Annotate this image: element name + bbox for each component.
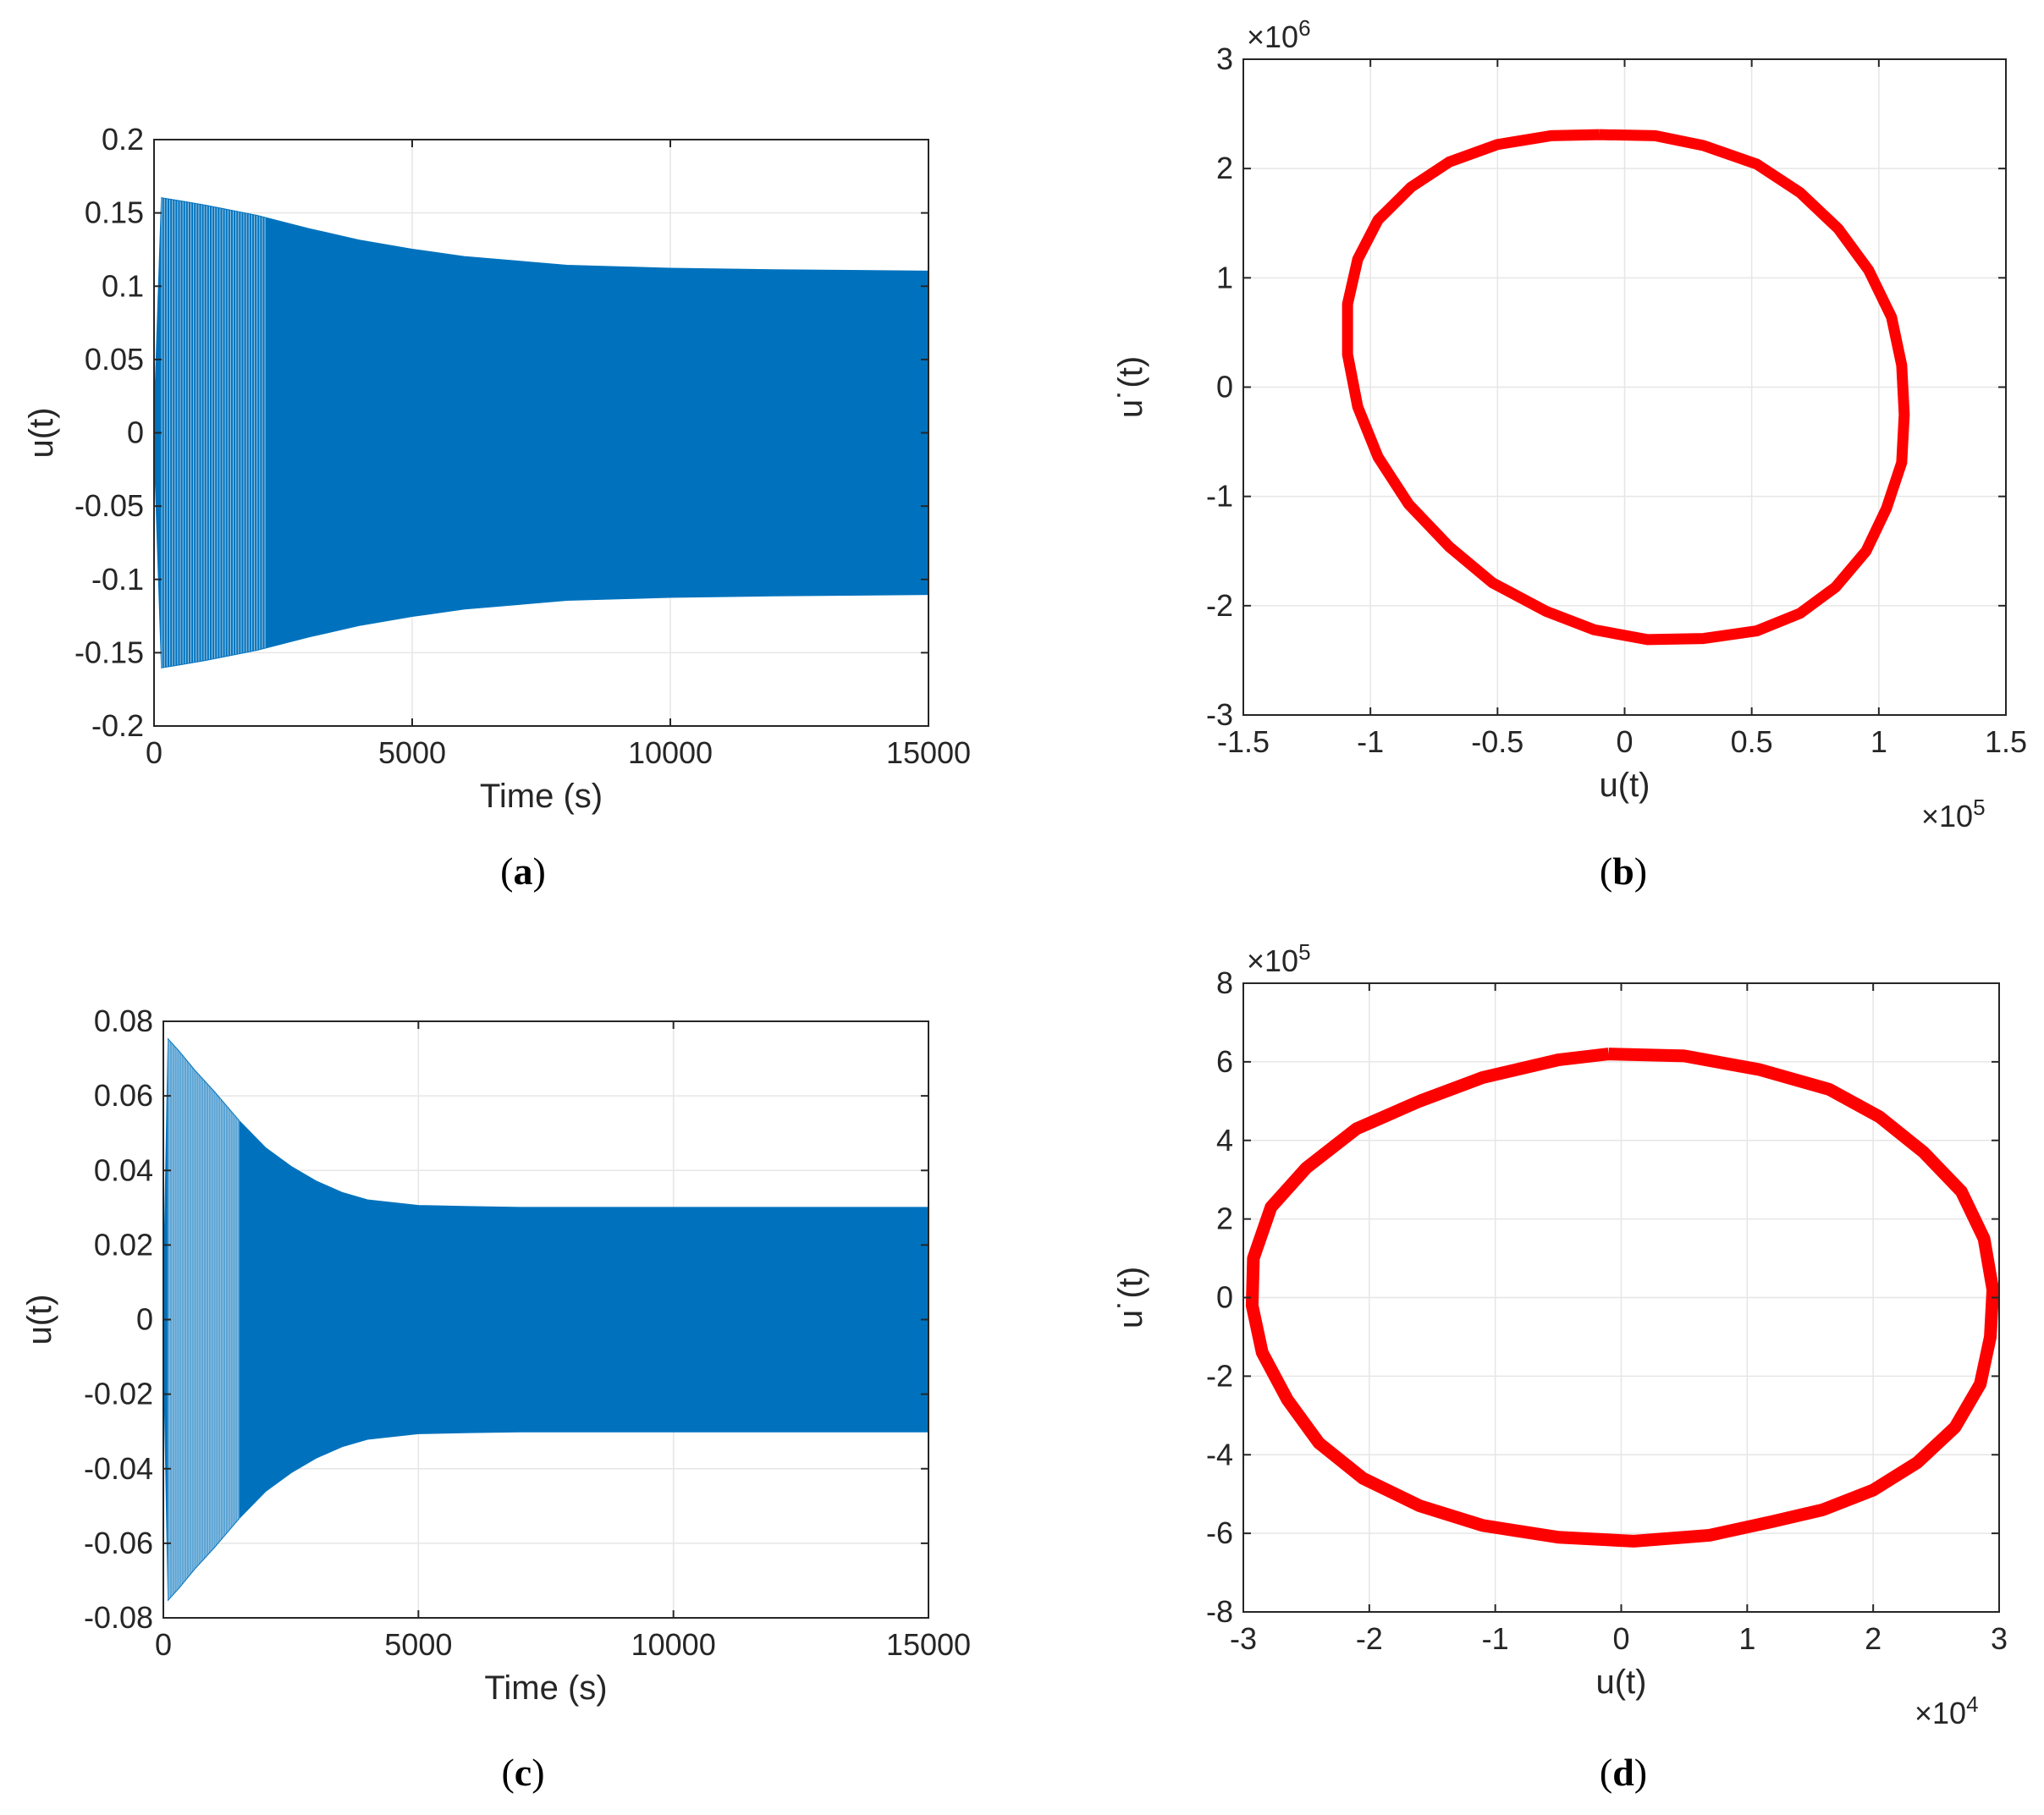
y-exponent-power: 5 — [1298, 939, 1310, 965]
x-tick-label: -2 — [1356, 1621, 1383, 1656]
y-tick-label: 0 — [1216, 1280, 1233, 1315]
x-tick-label: 0.5 — [1731, 724, 1773, 759]
y-tick-label: 0.2 — [102, 122, 144, 157]
y-tick-label: -0.2 — [91, 708, 144, 743]
y-tick-label: -2 — [1206, 1358, 1233, 1393]
panel-d: -3 -2 -1 0 1 2 3 8 6 4 2 0 -2 -4 -6 -8 u(t) u˙(t) ×105 ×104… — [1112, 939, 2008, 1794]
x-axis-label: Time (s) — [480, 778, 603, 815]
x-tick-label: -1 — [1357, 724, 1384, 759]
series-phase-orbit — [1245, 1048, 2000, 1548]
x-tick-label: 5000 — [384, 1627, 452, 1662]
x-tick-label: 1 — [1870, 724, 1887, 759]
x-axis-label: Time (s) — [484, 1669, 607, 1707]
y-tick-label: -0.04 — [84, 1451, 153, 1486]
panel-label-open: ( — [500, 850, 513, 893]
y-tick-label: -8 — [1206, 1594, 1233, 1629]
series-phase-orbit — [1342, 129, 1910, 646]
panel-c: 0 5000 10000 15000 0.08 0.06 0.04 0.02 0 -0.02 -0.… — [21, 1004, 971, 1794]
x-tick-label: 15000 — [886, 735, 971, 770]
x-tick-label: 5000 — [378, 735, 446, 770]
y-axis-label: u˙(t) — [1112, 1267, 1149, 1328]
x-exponent-label: ×105 — [1921, 795, 1986, 833]
y-tick-label: -0.05 — [74, 488, 144, 523]
y-tick-label: 0.02 — [94, 1227, 153, 1262]
panel-label-letter: d — [1612, 1751, 1634, 1794]
y-tick-label: 1 — [1216, 260, 1233, 294]
panel-label: (a) — [500, 850, 546, 893]
x-tick-label: 1.5 — [1985, 724, 2027, 759]
y-tick-label: -0.15 — [74, 635, 144, 669]
y-exponent-label: ×106 — [1247, 15, 1311, 54]
panel-label-open: ( — [1600, 850, 1612, 893]
x-tick-label: 0 — [146, 735, 163, 770]
panel-label: (b) — [1600, 850, 1647, 893]
panel-label-letter: a — [514, 850, 533, 893]
y-axis-label: u(t) — [21, 1295, 58, 1345]
y-tick-label: 0.06 — [94, 1078, 153, 1113]
x-exponent-power: 4 — [1966, 1691, 1978, 1717]
x-exponent-label: ×104 — [1915, 1691, 1979, 1730]
panel-label: (c) — [501, 1751, 544, 1794]
x-tick-label: 10000 — [628, 735, 713, 770]
x-tick-label: 10000 — [631, 1627, 716, 1662]
x-tick-label: -1.5 — [1217, 724, 1270, 759]
y-tick-label: 0.08 — [94, 1004, 153, 1038]
y-tick-label: 6 — [1216, 1044, 1233, 1079]
y-tick-label: 8 — [1216, 965, 1233, 1000]
x-tick-label: -3 — [1230, 1621, 1257, 1656]
y-tick-label: -0.08 — [84, 1600, 153, 1635]
x-tick-label: 0 — [1616, 724, 1633, 759]
y-exponent-power: 6 — [1298, 15, 1310, 41]
y-tick-label: 0 — [1216, 370, 1233, 404]
y-tick-label: 0.05 — [85, 342, 144, 377]
y-tick-label: 2 — [1216, 151, 1233, 185]
panel-label-close: ) — [533, 850, 546, 893]
y-tick-label: -0.06 — [84, 1526, 153, 1560]
y-axis-label: u(t) — [23, 408, 60, 459]
panel-label: (d) — [1600, 1751, 1647, 1794]
x-tick-label: 2 — [1865, 1621, 1881, 1656]
y-tick-label: 4 — [1216, 1123, 1233, 1158]
panel-label-open: ( — [1600, 1751, 1612, 1794]
x-tick-label: 3 — [1991, 1621, 2008, 1656]
panel-label-letter: b — [1612, 850, 1634, 893]
x-tick-label: -1 — [1482, 1621, 1509, 1656]
x-axis-label: u(t) — [1596, 1664, 1647, 1701]
x-tick-label: -0.5 — [1471, 724, 1523, 759]
x-tick-label: 0 — [1612, 1621, 1629, 1656]
y-tick-label: -2 — [1206, 588, 1233, 623]
panel-b: -1.5 -1 -0.5 0 0.5 1 1.5 3 2 1 0 -1 -2 -3 u(t) u˙(t) ×10… — [1112, 15, 2027, 893]
panel-a: 0 5000 10000 15000 0.2 0.15 0.1 0.05 0 -0.05 -0.1 -… — [23, 122, 971, 893]
y-tick-label: -4 — [1206, 1437, 1233, 1471]
y-tick-label: 3 — [1216, 41, 1233, 76]
y-tick-label: 0 — [136, 1302, 153, 1337]
x-tick-label: 15000 — [886, 1627, 971, 1662]
panel-label-letter: c — [515, 1751, 532, 1794]
x-axis-label: u(t) — [1600, 767, 1650, 804]
x-exponent-power: 5 — [1973, 795, 1985, 820]
y-tick-label: -1 — [1206, 479, 1233, 514]
panel-label-close: ) — [1634, 850, 1647, 893]
y-tick-label: -6 — [1206, 1515, 1233, 1550]
panel-label-close: ) — [532, 1751, 544, 1794]
x-tick-label: 0 — [155, 1627, 172, 1662]
y-tick-label: -3 — [1206, 697, 1233, 732]
y-tick-label: -0.02 — [84, 1377, 153, 1411]
y-axis-label: u˙(t) — [1112, 356, 1149, 418]
panel-label-open: ( — [501, 1751, 514, 1794]
y-tick-label: 0.15 — [85, 195, 144, 230]
panel-label-close: ) — [1634, 1751, 1647, 1794]
y-tick-label: 0 — [127, 415, 144, 450]
y-exponent-label: ×105 — [1247, 939, 1311, 978]
y-tick-label: -0.1 — [91, 562, 144, 597]
x-tick-label: 1 — [1738, 1621, 1755, 1656]
y-tick-label: 0.04 — [94, 1152, 153, 1187]
y-tick-label: 2 — [1216, 1202, 1233, 1236]
y-tick-label: 0.1 — [102, 268, 144, 303]
